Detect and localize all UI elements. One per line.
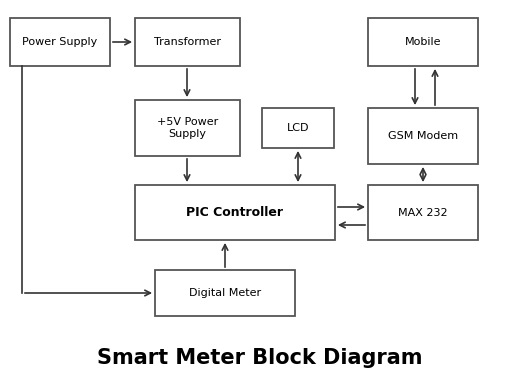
FancyBboxPatch shape [155,270,295,316]
FancyBboxPatch shape [135,18,240,66]
FancyBboxPatch shape [262,108,334,148]
Text: Power Supply: Power Supply [22,37,98,47]
FancyBboxPatch shape [10,18,110,66]
FancyBboxPatch shape [368,18,478,66]
Text: +5V Power
Supply: +5V Power Supply [157,117,218,139]
Text: Transformer: Transformer [154,37,221,47]
FancyBboxPatch shape [135,185,335,240]
Text: PIC Controller: PIC Controller [187,206,283,219]
Text: Digital Meter: Digital Meter [189,288,261,298]
FancyBboxPatch shape [368,185,478,240]
Text: LCD: LCD [287,123,309,133]
Text: GSM Modem: GSM Modem [388,131,458,141]
FancyBboxPatch shape [368,108,478,164]
Text: MAX 232: MAX 232 [398,208,448,217]
Text: Mobile: Mobile [405,37,441,47]
Text: Smart Meter Block Diagram: Smart Meter Block Diagram [97,348,423,368]
FancyBboxPatch shape [135,100,240,156]
